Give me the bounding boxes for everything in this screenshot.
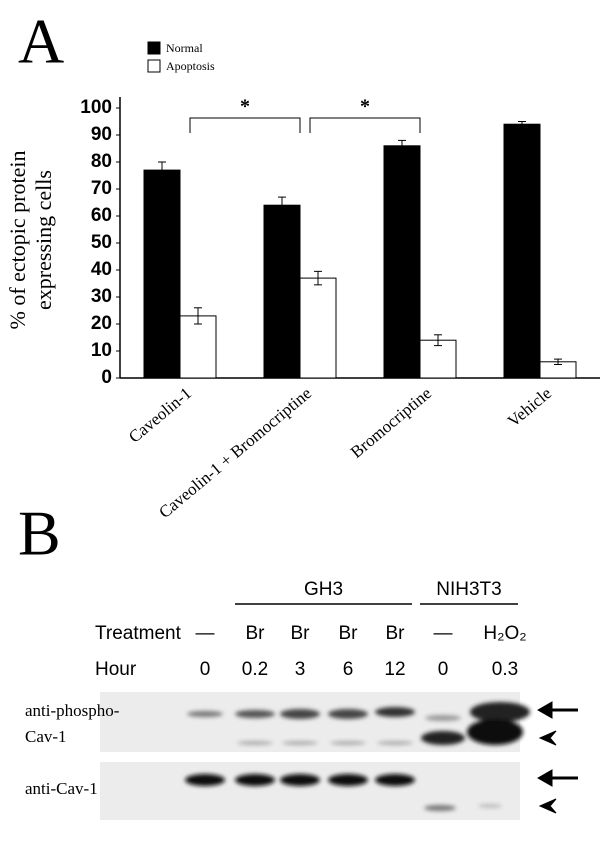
error-bar <box>314 270 322 286</box>
significance-label: * <box>360 96 370 118</box>
y-axis-label: % of ectopic protein <box>5 151 30 330</box>
x-tick-label: Caveolin-1 <box>125 384 195 447</box>
significance-bracket <box>309 117 421 133</box>
error-bar <box>278 196 286 214</box>
error-bar <box>398 139 406 152</box>
group-label: GH3 <box>304 579 343 600</box>
row-label: Hour <box>95 659 137 680</box>
bar <box>299 277 337 379</box>
y-tick-label: 20 <box>91 313 112 334</box>
hour-label: 0 <box>200 659 211 680</box>
y-tick-label: 30 <box>91 286 112 307</box>
error-bar <box>158 161 166 179</box>
hour-label: 0.2 <box>242 659 268 680</box>
blot-label: anti-phospho- <box>25 701 120 720</box>
band-arrows <box>536 701 578 814</box>
treatment-label: — <box>434 623 453 644</box>
legend-swatch <box>147 41 161 55</box>
y-tick-label: 60 <box>91 205 112 226</box>
y-tick-label: 0 <box>101 367 112 388</box>
treatment-label: Br <box>291 623 311 644</box>
group-label: NIH3T3 <box>436 579 501 600</box>
treatment-label: H₂O₂ <box>483 623 526 644</box>
blot-label: Cav-1 <box>25 727 67 746</box>
panel-letter: B <box>18 498 61 569</box>
hour-label: 0.3 <box>492 659 518 680</box>
row-label: Treatment <box>95 623 182 644</box>
y-tick-label: 80 <box>91 151 112 172</box>
hour-label: 6 <box>343 659 354 680</box>
legend-label: Normal <box>166 41 203 55</box>
bar <box>503 123 541 379</box>
significance-bracket <box>189 117 301 133</box>
treatment-label: Br <box>246 623 266 644</box>
y-tick-label: 90 <box>91 124 112 145</box>
error-bar <box>194 307 202 325</box>
x-tick-label: Vehicle <box>504 384 555 431</box>
bar <box>419 339 457 379</box>
error-bar <box>434 334 442 347</box>
hour-label: 0 <box>438 659 449 680</box>
x-tick-label: Bromocriptine <box>347 384 435 462</box>
y-tick-label: 100 <box>80 97 112 118</box>
bar <box>383 145 421 379</box>
y-tick-label: 50 <box>91 232 112 253</box>
blot-bands <box>185 702 530 811</box>
bar <box>143 169 181 379</box>
error-bar <box>554 358 562 365</box>
blot-membrane <box>100 762 520 820</box>
legend-label: Apoptosis <box>166 59 215 73</box>
significance-label: * <box>240 96 250 118</box>
treatment-label: Br <box>386 623 406 644</box>
y-tick-label: 10 <box>91 340 112 361</box>
blot-label: anti-Cav-1 <box>25 779 98 798</box>
y-axis-label: expressing cells <box>31 170 56 310</box>
treatment-label: — <box>196 623 215 644</box>
legend-swatch <box>147 59 161 73</box>
treatment-label: Br <box>339 623 359 644</box>
y-tick-label: 70 <box>91 178 112 199</box>
error-bar <box>518 121 526 128</box>
hour-label: 12 <box>384 659 405 680</box>
hour-label: 3 <box>295 659 306 680</box>
bar <box>263 204 301 379</box>
panel-letter: A <box>18 6 64 77</box>
bar <box>179 315 217 379</box>
y-tick-label: 40 <box>91 259 112 280</box>
